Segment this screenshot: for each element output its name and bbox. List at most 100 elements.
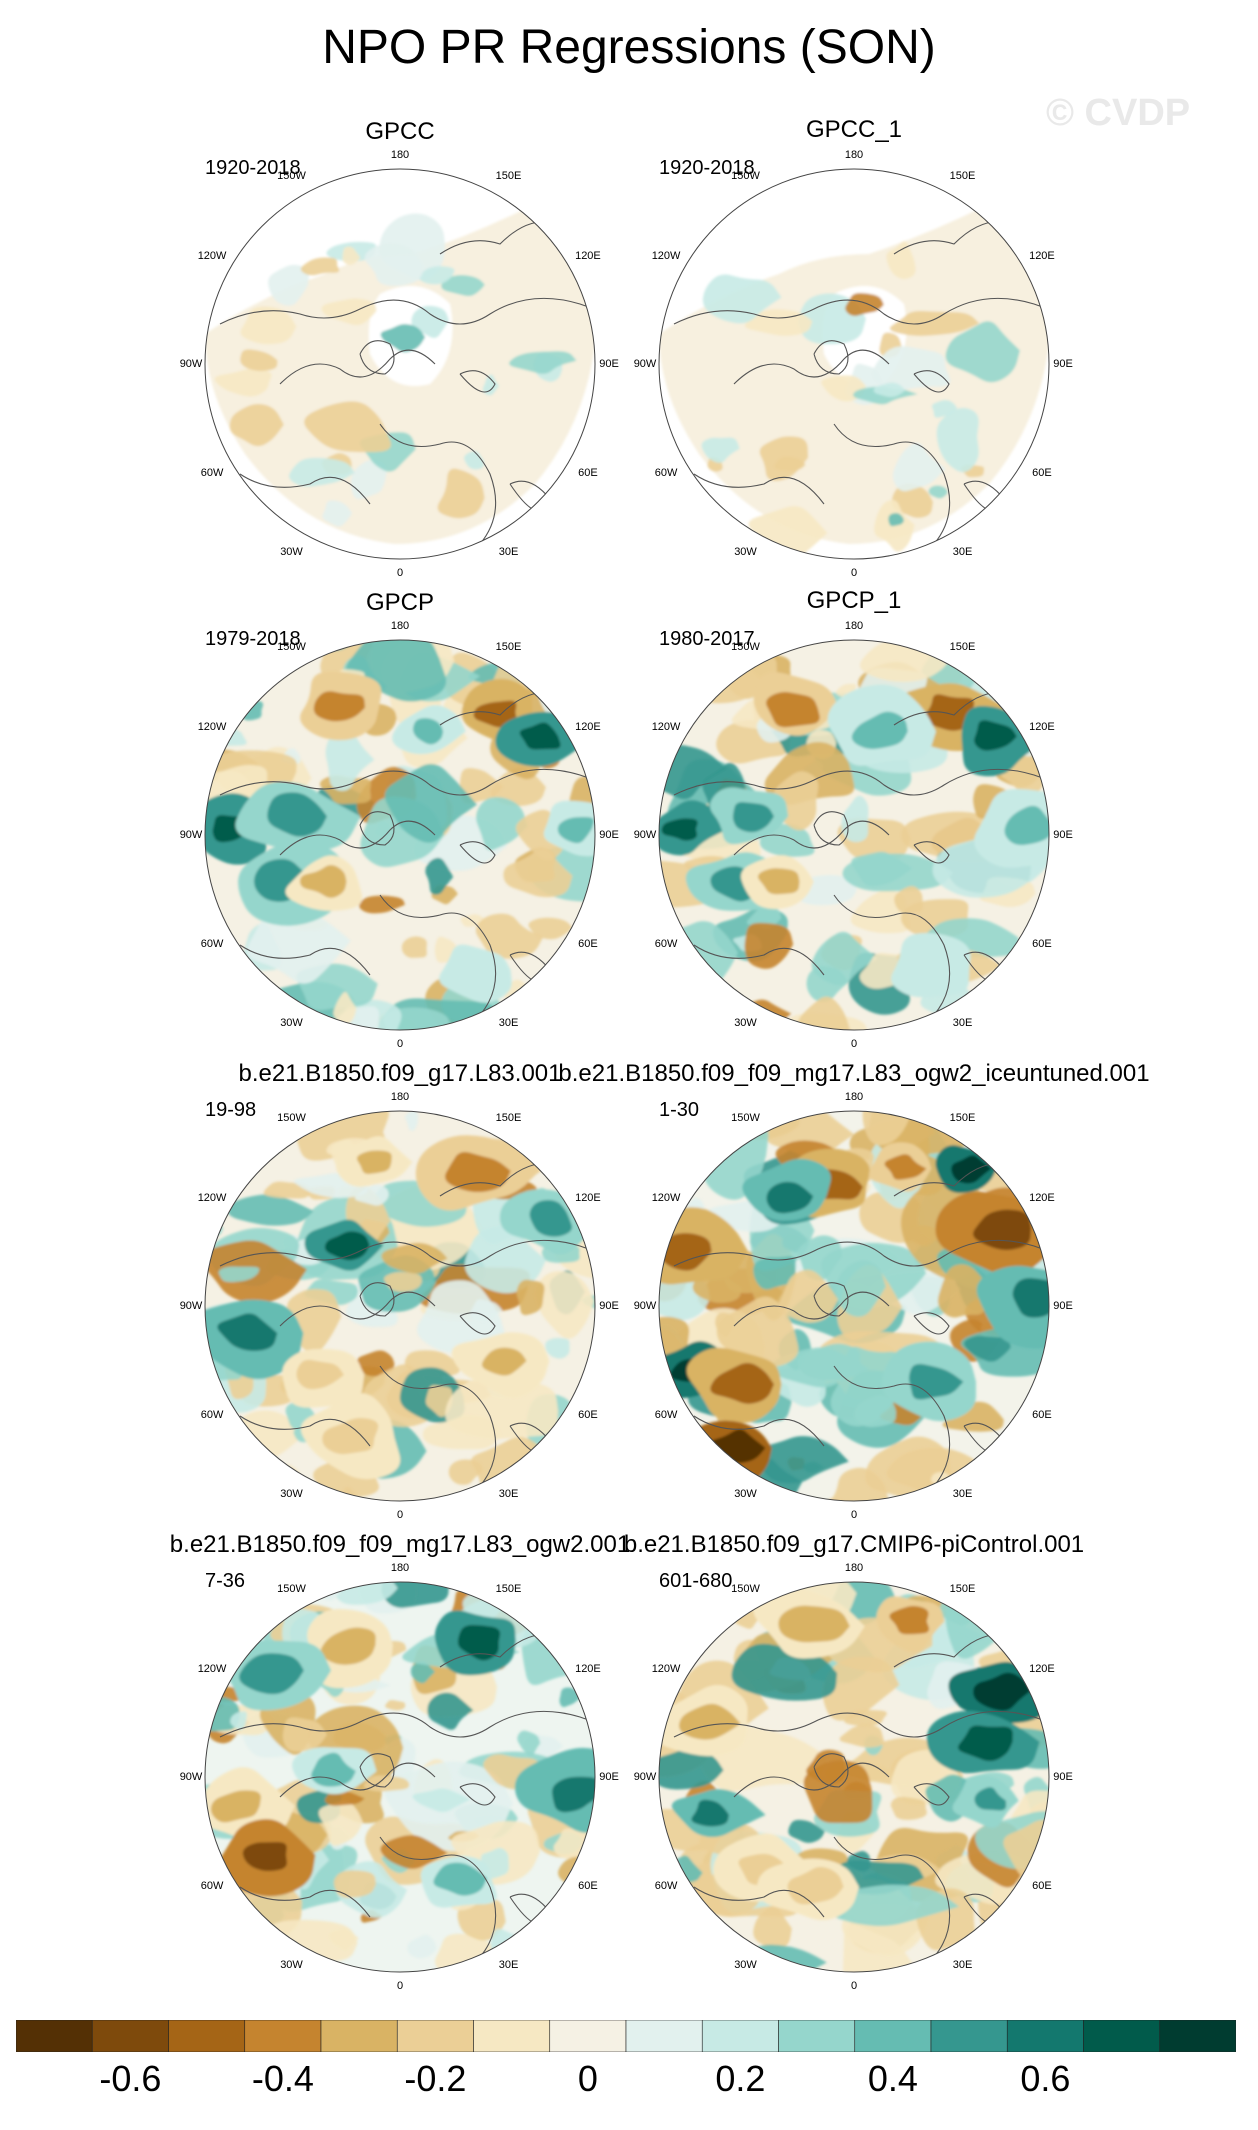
polar-map — [204, 639, 596, 1031]
anomaly-contour — [410, 1661, 436, 1684]
longitude-label: 30W — [734, 545, 757, 558]
map-boundary — [658, 1110, 1050, 1502]
anomaly-contour — [254, 1919, 358, 1962]
anomaly-contour — [659, 1233, 712, 1271]
anomaly-contour — [401, 936, 427, 958]
anomaly-contour — [516, 1279, 545, 1316]
anomaly-contour — [1012, 1278, 1049, 1318]
longitude-label: 60E — [1032, 466, 1052, 479]
anomaly-contour — [888, 513, 904, 527]
panel-period: 1920-2018 — [205, 157, 301, 179]
anomaly-contour — [405, 1111, 419, 1131]
longitude-label: 90W — [179, 1771, 203, 1783]
anomaly-contour — [716, 1296, 799, 1368]
longitude-label: 60W — [200, 1408, 224, 1421]
panel-title: b.e21.B1850.f09_g17.L83.001 — [238, 1060, 562, 1087]
anomaly-contour — [843, 1924, 914, 1972]
longitude-label: 120E — [575, 720, 601, 733]
longitude-label: 60W — [654, 937, 678, 950]
anomaly-contour — [445, 1152, 511, 1193]
anomaly-contour — [441, 275, 485, 297]
coastline — [693, 1415, 825, 1447]
colorbar-swatch — [396, 2020, 474, 2052]
anomaly-contour — [380, 1835, 448, 1869]
longitude-label: 0 — [396, 1038, 404, 1050]
anomaly-contour — [517, 1730, 541, 1756]
longitude-label: 90W — [179, 358, 203, 370]
longitude-label: 30W — [280, 545, 303, 558]
coastline — [913, 370, 950, 393]
anomaly-contour — [311, 1752, 356, 1787]
map-boundary — [204, 1581, 596, 1973]
anomaly-contour — [679, 1703, 741, 1740]
coastline — [359, 340, 395, 375]
colorbar-swatch — [1159, 2020, 1236, 2052]
panel-title: b.e21.B1850.f09_g17.CMIP6-piControl.001 — [623, 1531, 1085, 1558]
anomaly-contour — [936, 407, 979, 473]
longitude-label: 120E — [575, 1662, 601, 1675]
anomaly-contour — [217, 1313, 278, 1351]
longitude-label: 60E — [578, 937, 598, 950]
anomaly-contour — [300, 257, 340, 276]
longitude-label: 90W — [179, 1300, 203, 1312]
anomaly-contour — [842, 853, 954, 892]
anomaly-contour — [320, 1627, 376, 1665]
colorbar-swatch — [1083, 2020, 1161, 2052]
anomaly-contour — [333, 1870, 376, 1898]
longitude-label: 120W — [651, 1662, 681, 1675]
anomaly-contour — [873, 382, 905, 398]
anomaly-contour — [945, 321, 1020, 383]
panel-title: b.e21.B1850.f09_f09_mg17.L83_ogw2.001 — [169, 1531, 631, 1558]
longitude-label: 120W — [651, 720, 681, 733]
anomaly-contour — [811, 931, 878, 986]
longitude-label: 120E — [1029, 249, 1055, 262]
longitude-label: 30E — [952, 545, 973, 558]
panel-title: GPCC — [365, 118, 435, 145]
longitude-label: 30W — [280, 1487, 303, 1500]
anomaly-contour — [659, 1276, 710, 1321]
longitude-label: 180 — [390, 1562, 410, 1574]
coastline — [239, 1415, 371, 1447]
colorbar-tick-label: -0.2 — [404, 2058, 467, 2099]
anomaly-contour — [322, 1418, 379, 1455]
anomaly-contour — [476, 797, 528, 851]
anomaly-contour — [433, 1862, 487, 1896]
panel-period: 1979-2018 — [205, 628, 301, 650]
anomaly-contour — [974, 1787, 1007, 1811]
longitude-label: 180 — [844, 620, 864, 632]
longitude-label: 120W — [651, 1191, 681, 1204]
longitude-label: 90E — [1053, 829, 1073, 841]
coastline — [359, 811, 395, 846]
anomaly-contour — [845, 292, 884, 316]
anomaly-contour — [304, 401, 392, 453]
longitude-label: 90W — [633, 1300, 657, 1312]
anomaly-contour — [890, 1796, 927, 1820]
anomaly-contour — [333, 991, 357, 1025]
coastline — [219, 293, 595, 325]
colorbar-swatch — [320, 2020, 398, 2052]
anomaly-contour — [958, 1725, 1013, 1762]
longitude-label: 150W — [731, 1583, 760, 1596]
anomaly-contour — [788, 1819, 825, 1843]
coastline — [379, 894, 497, 1016]
coastline — [693, 944, 825, 976]
colorbar-swatch — [244, 2020, 322, 2052]
anomaly-contour — [759, 436, 809, 481]
longitude-label: 180 — [844, 149, 864, 161]
anomaly-contour — [350, 459, 387, 500]
polar-map — [658, 168, 1050, 560]
colorbar-swatch — [854, 2020, 932, 2052]
anomaly-contour — [229, 403, 284, 447]
polar-map — [204, 1581, 596, 1973]
anomaly-contour — [552, 1776, 595, 1813]
panel-title: b.e21.B1850.f09_f09_mg17.L83_ogw2_iceunt… — [558, 1060, 1150, 1087]
coastline — [693, 473, 825, 505]
longitude-label: 60E — [1032, 1408, 1052, 1421]
longitude-label: 60E — [578, 466, 598, 479]
longitude-label: 150E — [949, 170, 976, 183]
anomaly-contour — [746, 903, 782, 930]
map-boundary — [204, 639, 596, 1031]
anomaly-contour — [448, 1459, 484, 1485]
anomaly-contour — [210, 1790, 261, 1823]
coastline — [379, 1836, 497, 1958]
